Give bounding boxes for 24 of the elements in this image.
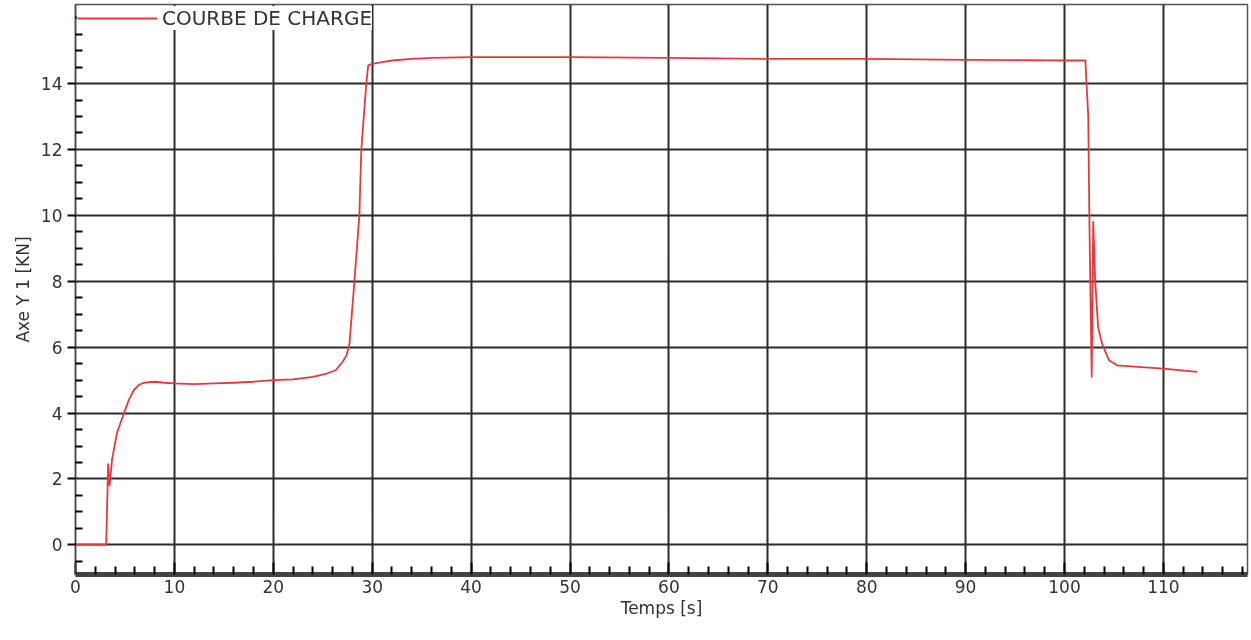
- x-tick-label: 110: [1147, 576, 1180, 597]
- legend-label: COURBE DE CHARGE: [162, 6, 373, 30]
- y-tick-label: 2: [51, 469, 63, 490]
- y-tick-label: 12: [40, 139, 63, 160]
- x-tick-label: 40: [460, 576, 482, 597]
- x-tick-label: 70: [757, 576, 779, 597]
- y-axis-title: Axe Y 1 [KN]: [12, 236, 33, 343]
- y-tick-label: 8: [51, 271, 63, 292]
- x-tick-label: 80: [855, 576, 878, 597]
- x-tick-label: 100: [1048, 576, 1081, 597]
- y-tick-label: 4: [51, 403, 63, 424]
- y-tick-label: 0: [51, 535, 63, 556]
- x-axis-title: Temps [s]: [619, 597, 703, 618]
- x-tick-label: 10: [163, 576, 186, 597]
- x-tick-label: 0: [70, 576, 81, 597]
- line-series: [75, 56, 1198, 546]
- y-tick-label: 14: [40, 74, 63, 95]
- x-tick-label: 20: [262, 576, 285, 597]
- y-tick-label: 10: [40, 205, 63, 226]
- x-tick-label: 90: [954, 576, 977, 597]
- y-tick-label: 6: [51, 337, 63, 358]
- x-tick-label: 60: [658, 576, 680, 597]
- x-tick-label: 50: [559, 576, 581, 597]
- x-tick-label: 30: [361, 576, 384, 597]
